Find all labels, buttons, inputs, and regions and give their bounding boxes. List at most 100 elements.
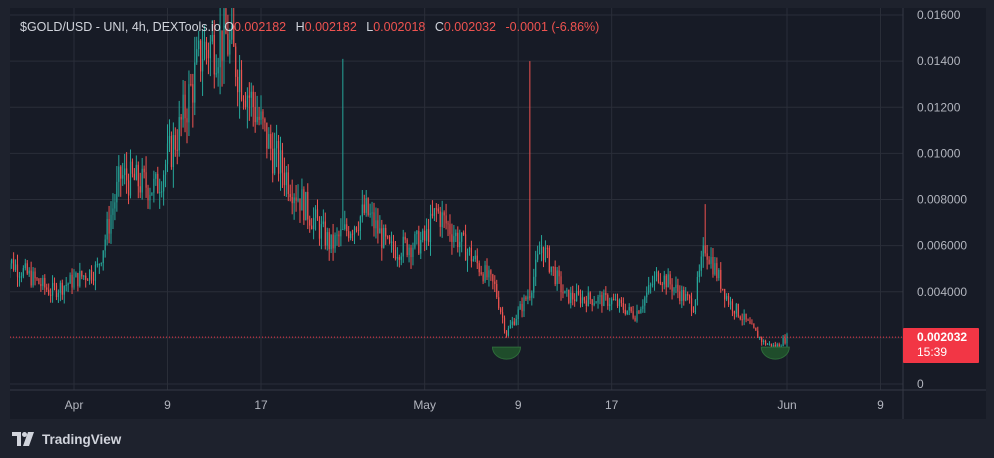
candle-body [700, 256, 702, 271]
symbol-label: $GOLD/USD - UNI, 4h, DEXTools.io [20, 20, 221, 34]
candle-body [79, 270, 81, 287]
candle-body [706, 253, 708, 260]
candle-body [276, 140, 278, 149]
tradingview-icon [12, 432, 34, 446]
y-tick-label: 0.01400 [917, 54, 961, 68]
bottom-marker [760, 346, 790, 360]
candle-body [244, 100, 247, 107]
candle-body [726, 296, 728, 300]
bottom-marker [491, 346, 521, 360]
candle-body [418, 231, 420, 254]
candle-body [133, 173, 135, 180]
low-label: L [366, 20, 374, 34]
candle-body [566, 289, 568, 291]
y-tick-label: 0 [917, 377, 924, 391]
candle-body [642, 305, 644, 309]
candle-body [254, 107, 256, 123]
candle-body [363, 204, 365, 213]
candle-body [256, 116, 258, 123]
candle-body [505, 330, 508, 336]
tradingview-logo[interactable]: TradingView [12, 430, 121, 448]
candle-body [316, 209, 319, 221]
candlestick-chart[interactable]: 0.01600 0.01400 0.01200 0.01000 0.008000 0.00… [10, 8, 986, 419]
candle-body [589, 292, 591, 300]
candle-body [708, 259, 710, 264]
candle-body [30, 270, 32, 286]
candle-body [496, 284, 498, 298]
candle-body [761, 337, 763, 342]
candle-body [408, 247, 410, 255]
candle-body [406, 239, 408, 255]
candle-body [311, 225, 313, 230]
candle-body [486, 265, 488, 278]
candle-body [242, 99, 245, 101]
candle-body [564, 290, 566, 294]
candle-body [535, 259, 537, 277]
candle-body [519, 303, 521, 310]
candle-body [332, 234, 334, 249]
candle-body [34, 271, 36, 279]
candle-body [307, 192, 309, 220]
candle-body [443, 212, 445, 216]
candle-body [303, 189, 305, 221]
candle-body [466, 251, 469, 261]
candle-body [40, 284, 42, 287]
candle-body [548, 247, 550, 272]
candle-body [227, 33, 229, 55]
candle-body [427, 228, 430, 243]
candle-body [630, 307, 632, 312]
candle-body [229, 39, 231, 55]
candle-body [264, 118, 266, 123]
candle-body [636, 311, 638, 321]
candle-body [48, 289, 50, 295]
candle-body [511, 321, 513, 325]
chart-area[interactable]: 0.01600 0.01400 0.01200 0.01000 0.008000 0.00… [10, 8, 986, 419]
candle-body [581, 297, 584, 304]
candle-body [106, 219, 108, 240]
candle-body [129, 161, 132, 196]
candle-body [342, 229, 344, 231]
candle-body [542, 246, 545, 261]
candle-body [437, 208, 439, 212]
open-label: O [224, 20, 234, 34]
candle-body [731, 301, 734, 312]
candle-body [196, 49, 198, 63]
candle-body [268, 134, 270, 149]
candle-body [108, 219, 110, 234]
candle-body [274, 148, 276, 174]
candle-body [151, 192, 153, 195]
candle-body [640, 308, 642, 314]
candle-body [420, 240, 422, 254]
candle-body [248, 95, 250, 98]
candle-body [688, 295, 691, 299]
candle-body [632, 311, 634, 318]
candle-body [447, 223, 449, 225]
candle-body [348, 231, 350, 239]
candle-body [309, 219, 311, 226]
candle-body [480, 272, 482, 275]
candle-body [127, 180, 130, 196]
candle-body [507, 328, 510, 336]
candle-countdown: 15:39 [917, 345, 948, 359]
candle-body [554, 266, 556, 285]
candle-body [659, 281, 661, 284]
x-tick-label: Jun [777, 398, 796, 412]
candle-body [741, 319, 743, 321]
candle-body [503, 317, 506, 331]
candle-body [729, 301, 732, 305]
candle-body [92, 279, 95, 281]
candle-body [702, 245, 704, 257]
candle-body [451, 234, 453, 243]
candle-body [747, 319, 749, 321]
candle-body [646, 292, 648, 298]
candle-body [482, 274, 484, 282]
candle-body [164, 164, 167, 175]
candle-body [135, 164, 137, 180]
candle-body [648, 285, 650, 293]
candle-body [478, 263, 480, 273]
candle-body [698, 270, 700, 278]
candle-body [392, 241, 395, 250]
candle-body [453, 236, 455, 243]
candle-body [353, 227, 356, 235]
candle-body [772, 345, 774, 348]
